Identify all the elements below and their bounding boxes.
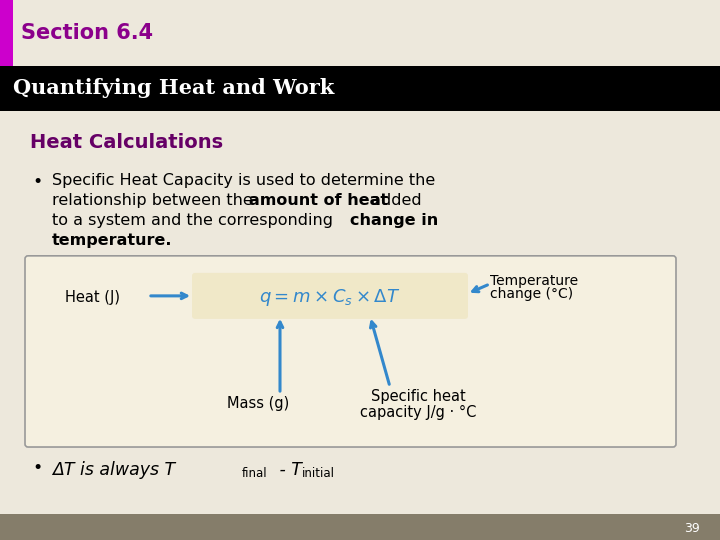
Text: capacity J/g · °C: capacity J/g · °C [360,405,476,420]
Text: initial: initial [302,467,335,480]
Text: $q = m \times C_s \times \Delta T$: $q = m \times C_s \times \Delta T$ [259,287,401,308]
Text: to a system and the corresponding: to a system and the corresponding [52,213,338,228]
Text: - T: - T [274,461,302,479]
Text: ΔT is always T: ΔT is always T [52,461,175,479]
Text: Heat (J): Heat (J) [65,291,120,306]
Text: •: • [32,173,42,191]
Text: Section 6.4: Section 6.4 [22,23,153,43]
Text: added: added [366,193,422,208]
Text: 39: 39 [684,522,700,535]
Text: Specific Heat Capacity is used to determine the: Specific Heat Capacity is used to determ… [52,173,436,188]
Text: Mass (g): Mass (g) [227,396,289,411]
Text: Heat Calculations: Heat Calculations [30,133,223,152]
FancyBboxPatch shape [25,256,676,447]
Text: change (°C): change (°C) [490,287,573,301]
Text: Temperature: Temperature [490,274,578,288]
Text: change in: change in [350,213,438,228]
Text: temperature.: temperature. [52,233,173,248]
Text: relationship between the: relationship between the [52,193,258,208]
FancyBboxPatch shape [192,273,468,319]
Text: •: • [32,459,42,477]
Text: amount of heat: amount of heat [249,193,388,208]
Text: final: final [242,467,268,480]
Text: Quantifying Heat and Work: Quantifying Heat and Work [13,78,334,98]
Text: Specific heat: Specific heat [371,389,465,404]
